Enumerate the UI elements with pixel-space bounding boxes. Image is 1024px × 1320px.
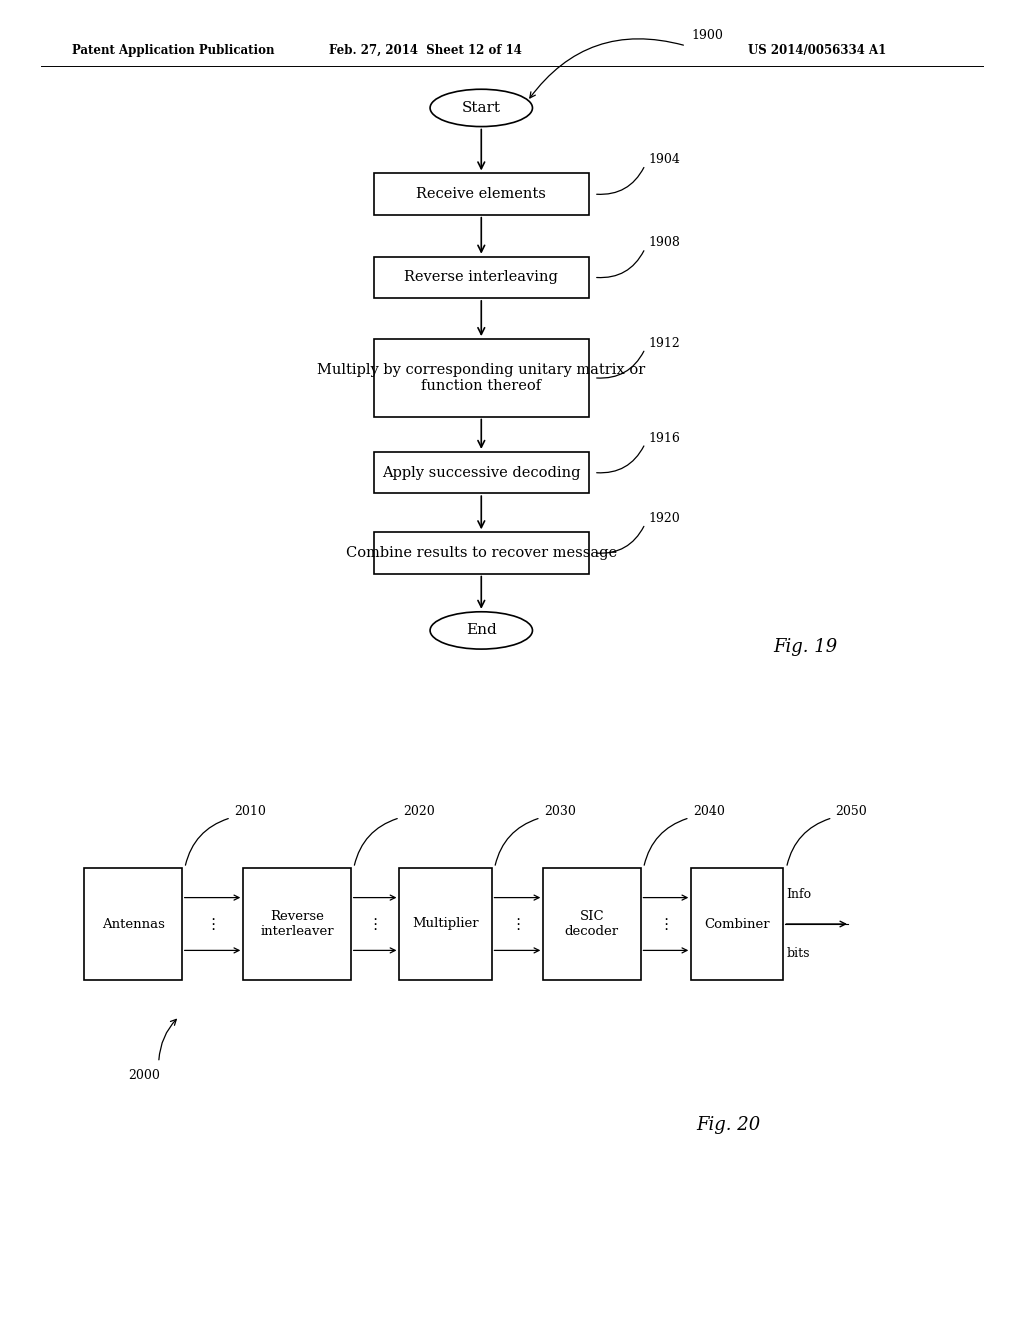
Text: Receive elements: Receive elements xyxy=(417,187,546,201)
Text: Start: Start xyxy=(462,100,501,115)
Text: Reverse
interleaver: Reverse interleaver xyxy=(260,909,334,939)
Text: Patent Application Publication: Patent Application Publication xyxy=(72,44,274,57)
Text: Multiply by corresponding unitary matrix or
function thereof: Multiply by corresponding unitary matrix… xyxy=(317,363,645,393)
Text: Feb. 27, 2014  Sheet 12 of 14: Feb. 27, 2014 Sheet 12 of 14 xyxy=(329,44,521,57)
Text: 2050: 2050 xyxy=(836,805,867,817)
Text: Combine results to recover message: Combine results to recover message xyxy=(346,546,616,560)
Text: End: End xyxy=(466,623,497,638)
Text: Info: Info xyxy=(786,888,812,902)
Text: 1920: 1920 xyxy=(648,512,680,525)
Text: ⋮: ⋮ xyxy=(205,916,220,932)
Text: 1912: 1912 xyxy=(648,337,680,350)
Text: Fig. 19: Fig. 19 xyxy=(773,638,838,656)
Text: 2000: 2000 xyxy=(128,1069,160,1082)
Text: Multiplier: Multiplier xyxy=(412,917,479,931)
Text: bits: bits xyxy=(786,946,810,960)
Text: 2010: 2010 xyxy=(233,805,266,817)
Text: 1916: 1916 xyxy=(648,432,680,445)
Text: 2030: 2030 xyxy=(544,805,575,817)
Text: Apply successive decoding: Apply successive decoding xyxy=(382,466,581,479)
Text: 2040: 2040 xyxy=(692,805,725,817)
Text: ⋮: ⋮ xyxy=(658,916,674,932)
Text: 1908: 1908 xyxy=(648,236,680,249)
Text: ⋮: ⋮ xyxy=(510,916,525,932)
Text: SIC
decoder: SIC decoder xyxy=(565,909,618,939)
Text: Combiner: Combiner xyxy=(705,917,770,931)
Text: ⋮: ⋮ xyxy=(368,916,383,932)
Text: 1900: 1900 xyxy=(691,29,723,42)
Text: 1904: 1904 xyxy=(648,153,680,166)
Text: Antennas: Antennas xyxy=(101,917,165,931)
Text: Fig. 20: Fig. 20 xyxy=(696,1115,761,1134)
Text: US 2014/0056334 A1: US 2014/0056334 A1 xyxy=(748,44,886,57)
Text: Reverse interleaving: Reverse interleaving xyxy=(404,271,558,284)
Text: 2020: 2020 xyxy=(402,805,435,817)
